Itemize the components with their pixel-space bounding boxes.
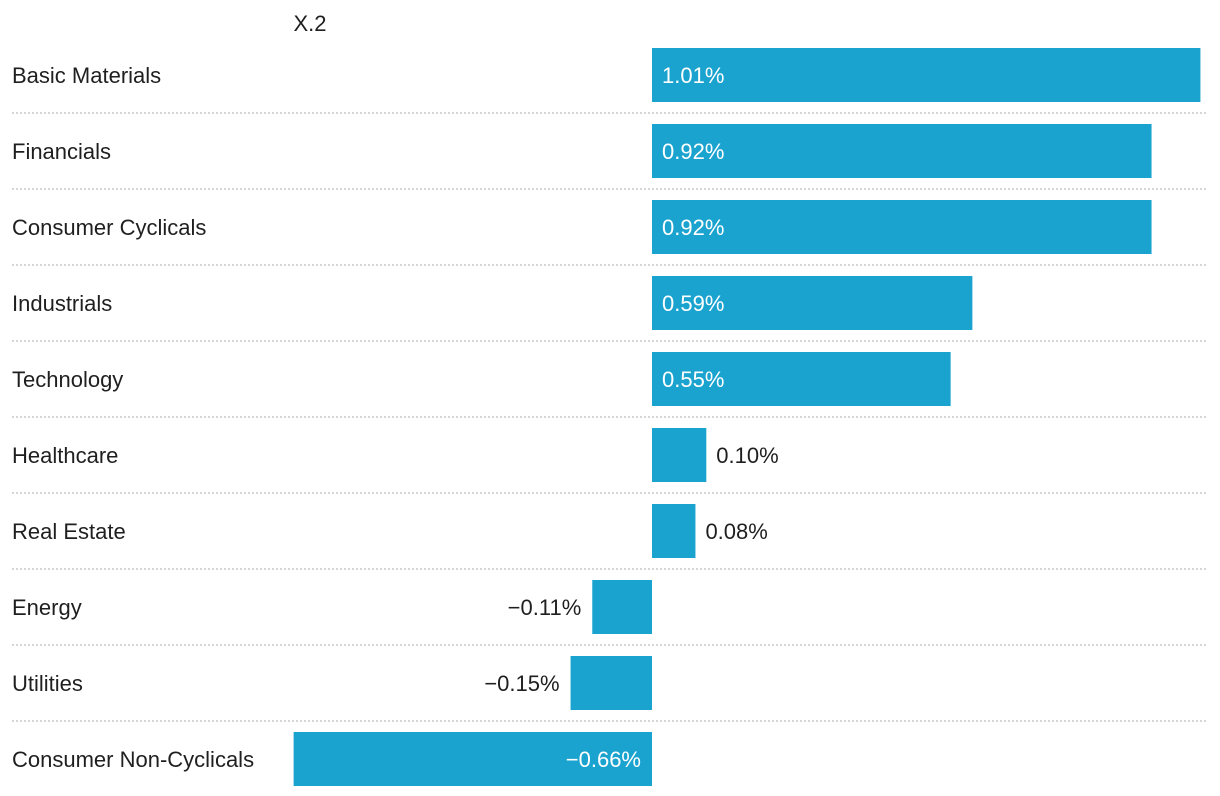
bar — [652, 276, 973, 330]
chart-header: X.2 — [293, 11, 326, 36]
value-label: 0.10% — [716, 443, 778, 468]
category-label: Utilities — [12, 671, 83, 696]
category-label: Real Estate — [12, 519, 126, 544]
category-label: Industrials — [12, 291, 112, 316]
bar — [293, 732, 652, 786]
category-label: Healthcare — [12, 443, 118, 468]
category-label: Basic Materials — [12, 63, 161, 88]
value-label: 0.92% — [662, 139, 724, 164]
value-label: −0.11% — [508, 595, 582, 620]
value-label: 0.92% — [662, 215, 724, 240]
value-label: 0.08% — [705, 519, 767, 544]
bar — [652, 352, 951, 406]
bar — [652, 200, 1152, 254]
category-label: Consumer Cyclicals — [12, 215, 206, 240]
bar — [652, 504, 696, 558]
value-label: −0.66% — [566, 747, 641, 772]
category-label: Energy — [12, 595, 82, 620]
value-label: 0.55% — [662, 367, 724, 392]
chart-rows: Basic Materials 1.01% Financials 0.92% Consu… — [12, 48, 1208, 786]
bar — [570, 656, 652, 710]
value-label: −0.15% — [484, 671, 559, 696]
value-label: 0.59% — [662, 291, 724, 316]
value-label: 1.01% — [662, 63, 724, 88]
category-label: Financials — [12, 139, 111, 164]
bar — [592, 580, 652, 634]
bar — [652, 428, 707, 482]
bar — [652, 48, 1201, 102]
category-label: Consumer Non-Cyclicals — [12, 747, 254, 772]
bar — [652, 124, 1152, 178]
category-label: Technology — [12, 367, 123, 392]
